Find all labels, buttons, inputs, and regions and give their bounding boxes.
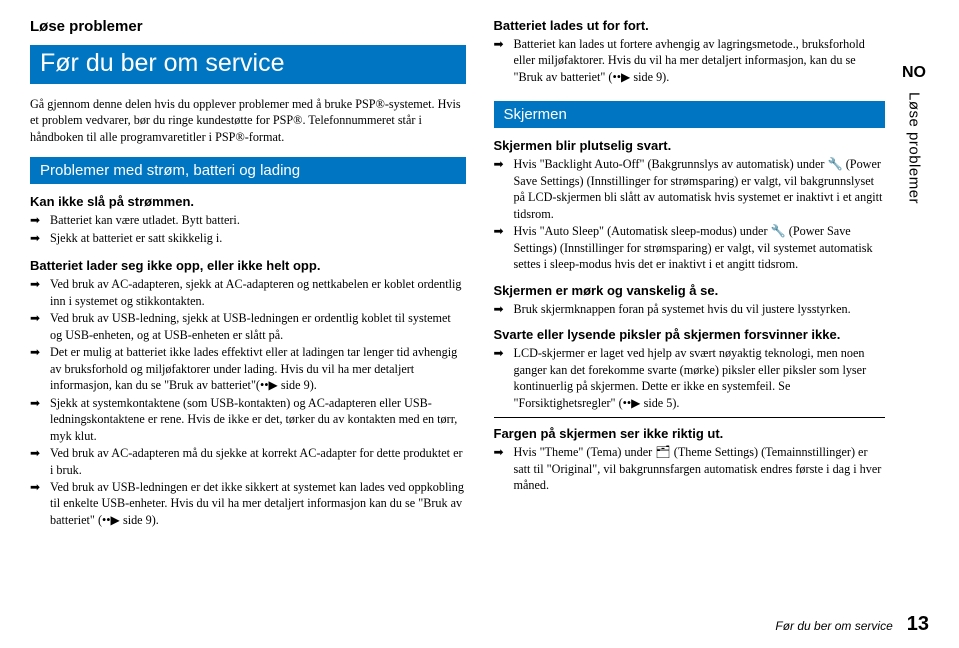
page-section-title: Løse problemer (30, 18, 466, 35)
battery-drains-fast-heading: Batteriet lades ut for fort. (494, 18, 886, 33)
list-item: ➡ LCD-skjermer er laget ved hjelp av svæ… (494, 345, 886, 411)
list-item: ➡ Hvis "Backlight Auto-Off" (Bakgrunnsly… (494, 156, 886, 222)
list-item-text: Hvis "Backlight Auto-Off" (Bakgrunnslys … (514, 156, 886, 222)
cannot-turn-on-list: ➡ Batteriet kan være utladet. Bytt batte… (30, 212, 466, 246)
list-item: ➡ Ved bruk av USB-ledningen er det ikke … (30, 479, 466, 528)
arrow-icon: ➡ (30, 212, 44, 228)
list-item-text: Ved bruk av USB-ledningen er det ikke si… (50, 479, 466, 528)
list-item-text: Ved bruk av AC-adapteren, sjekk at AC-ad… (50, 276, 466, 309)
arrow-icon: ➡ (494, 444, 508, 493)
list-item: ➡ Det er mulig at batteriet ikke lades e… (30, 344, 466, 393)
list-item-text: Bruk skjermknappen foran på systemet hvi… (514, 301, 886, 317)
side-tab: NO Løse problemer (899, 18, 929, 529)
right-column-content: Batteriet lades ut for fort. ➡ Batteriet… (494, 18, 886, 529)
list-item: ➡ Ved bruk av USB-ledning, sjekk at USB-… (30, 310, 466, 343)
list-item: ➡ Batteriet kan lades ut fortere avhengi… (494, 36, 886, 85)
list-item-text: LCD-skjermer er laget ved hjelp av svært… (514, 345, 886, 411)
arrow-icon: ➡ (30, 310, 44, 343)
list-item-text: Hvis "Theme" (Tema) under 🗂 (Theme Setti… (514, 444, 886, 493)
divider (494, 417, 886, 418)
battery-not-charging-heading: Batteriet lader seg ikke opp, eller ikke… (30, 258, 466, 273)
battery-not-charging-list: ➡ Ved bruk av AC-adapteren, sjekk at AC-… (30, 276, 466, 528)
arrow-icon: ➡ (494, 345, 508, 411)
list-item-text: Batteriet kan lades ut fortere avhengig … (514, 36, 886, 85)
list-item-text: Batteriet kan være utladet. Bytt batteri… (50, 212, 466, 228)
screen-color-heading: Fargen på skjermen ser ikke riktig ut. (494, 426, 886, 441)
language-code: NO (902, 64, 926, 82)
arrow-icon: ➡ (494, 36, 508, 85)
arrow-icon: ➡ (30, 395, 44, 444)
power-problems-banner: Problemer med strøm, batteri og lading (30, 157, 466, 184)
right-column: Batteriet lades ut for fort. ➡ Batteriet… (494, 18, 930, 529)
main-banner: Før du ber om service (30, 45, 466, 84)
list-item: ➡ Sjekk at batteriet er satt skikkelig i… (30, 230, 466, 246)
left-column: Løse problemer Før du ber om service Gå … (30, 18, 466, 529)
list-item-text: Det er mulig at batteriet ikke lades eff… (50, 344, 466, 393)
side-tab-label: Løse problemer (906, 92, 923, 204)
arrow-icon: ➡ (30, 276, 44, 309)
footer-title: Før du ber om service (775, 619, 892, 633)
cannot-turn-on-heading: Kan ikke slå på strømmen. (30, 194, 466, 209)
intro-paragraph: Gå gjennom denne delen hvis du opplever … (30, 96, 466, 145)
pixels-list: ➡ LCD-skjermer er laget ved hjelp av svæ… (494, 345, 886, 411)
battery-drains-fast-list: ➡ Batteriet kan lades ut fortere avhengi… (494, 36, 886, 85)
arrow-icon: ➡ (30, 344, 44, 393)
page-number: 13 (907, 613, 929, 636)
list-item-text: Sjekk at batteriet er satt skikkelig i. (50, 230, 466, 246)
list-item: ➡ Batteriet kan være utladet. Bytt batte… (30, 212, 466, 228)
screen-dark-list: ➡ Bruk skjermknappen foran på systemet h… (494, 301, 886, 317)
list-item-text: Hvis "Auto Sleep" (Automatisk sleep-modu… (514, 223, 886, 272)
list-item: ➡ Ved bruk av AC-adapteren, sjekk at AC-… (30, 276, 466, 309)
arrow-icon: ➡ (494, 223, 508, 272)
list-item: ➡ Bruk skjermknappen foran på systemet h… (494, 301, 886, 317)
page-footer: Før du ber om service 13 (775, 613, 929, 636)
screen-banner: Skjermen (494, 101, 886, 128)
screen-black-heading: Skjermen blir plutselig svart. (494, 138, 886, 153)
arrow-icon: ➡ (494, 301, 508, 317)
list-item: ➡ Hvis "Theme" (Tema) under 🗂 (Theme Set… (494, 444, 886, 493)
pixels-heading: Svarte eller lysende piksler på skjermen… (494, 327, 886, 342)
list-item: ➡ Hvis "Auto Sleep" (Automatisk sleep-mo… (494, 223, 886, 272)
arrow-icon: ➡ (30, 230, 44, 246)
list-item: ➡ Sjekk at systemkontaktene (som USB-kon… (30, 395, 466, 444)
arrow-icon: ➡ (30, 445, 44, 478)
list-item: ➡ Ved bruk av AC-adapteren må du sjekke … (30, 445, 466, 478)
list-item-text: Sjekk at systemkontaktene (som USB-konta… (50, 395, 466, 444)
screen-color-list: ➡ Hvis "Theme" (Tema) under 🗂 (Theme Set… (494, 444, 886, 493)
arrow-icon: ➡ (494, 156, 508, 222)
list-item-text: Ved bruk av AC-adapteren må du sjekke at… (50, 445, 466, 478)
page-columns: Løse problemer Før du ber om service Gå … (30, 18, 929, 529)
screen-black-list: ➡ Hvis "Backlight Auto-Off" (Bakgrunnsly… (494, 156, 886, 272)
arrow-icon: ➡ (30, 479, 44, 528)
screen-dark-heading: Skjermen er mørk og vanskelig å se. (494, 283, 886, 298)
list-item-text: Ved bruk av USB-ledning, sjekk at USB-le… (50, 310, 466, 343)
